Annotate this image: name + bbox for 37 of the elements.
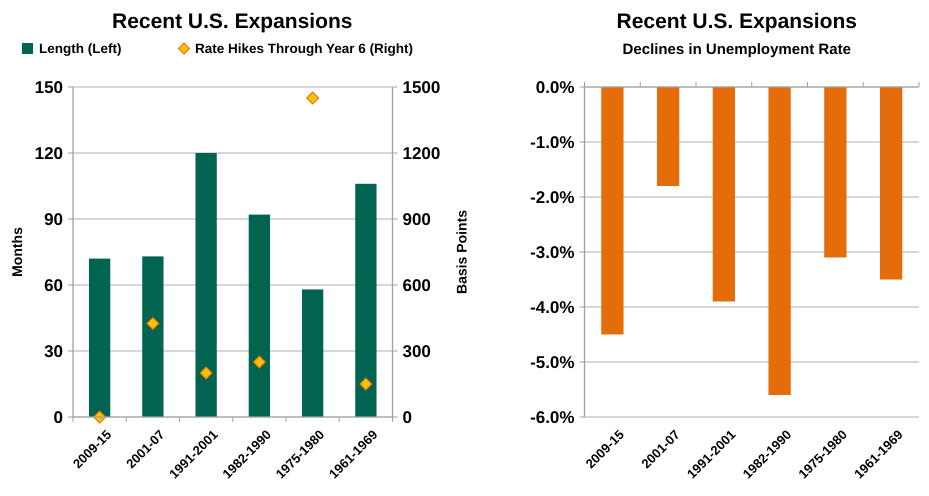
- bar: [248, 214, 270, 417]
- y2-tick-label: 0: [402, 408, 412, 427]
- legend-label: Length (Left): [39, 41, 122, 56]
- bar: [302, 289, 324, 417]
- y-tick-label: 120: [34, 144, 63, 163]
- bar: [88, 258, 110, 417]
- y-axis-title: Months: [9, 226, 25, 277]
- y2-tick-label: 900: [402, 210, 431, 229]
- chart-title: Recent U.S. Expansions: [112, 10, 352, 33]
- y2-tick-label: 1200: [402, 144, 440, 163]
- y-tick-label: 30: [44, 342, 63, 361]
- point: [146, 317, 160, 330]
- point: [359, 378, 372, 390]
- point: [306, 92, 320, 104]
- point: [200, 366, 213, 380]
- y2-tick-label: 1500: [402, 78, 440, 97]
- y2-axis-title: Basis Points: [454, 210, 470, 294]
- y-tick-label: -6.0%: [530, 408, 574, 427]
- y2-tick-label: 300: [402, 342, 431, 361]
- point: [252, 356, 266, 368]
- legend-label: Rate Hikes Through Year 6 (Right): [195, 41, 414, 56]
- y-tick-label: 90: [44, 210, 63, 229]
- y-tick-label: -1.0%: [530, 132, 574, 152]
- bar: [355, 184, 377, 417]
- y-tick-label: -2.0%: [530, 188, 574, 207]
- y-tick-label: 60: [44, 276, 63, 295]
- bar: [142, 256, 164, 417]
- y-tick-label: -5.0%: [530, 352, 574, 372]
- chart-subtitle: Declines in Unemployment Rate: [622, 41, 851, 58]
- y-tick-label: 150: [34, 78, 63, 97]
- y-tick-label: 0.0%: [536, 78, 574, 97]
- chart-title: Recent U.S. Expansions: [616, 10, 857, 33]
- y2-tick-label: 600: [402, 276, 431, 295]
- y-tick-label: 0: [54, 408, 63, 427]
- bar: [195, 153, 217, 417]
- y-tick-label: -3.0%: [530, 242, 574, 262]
- y-tick-label: -4.0%: [530, 298, 574, 317]
